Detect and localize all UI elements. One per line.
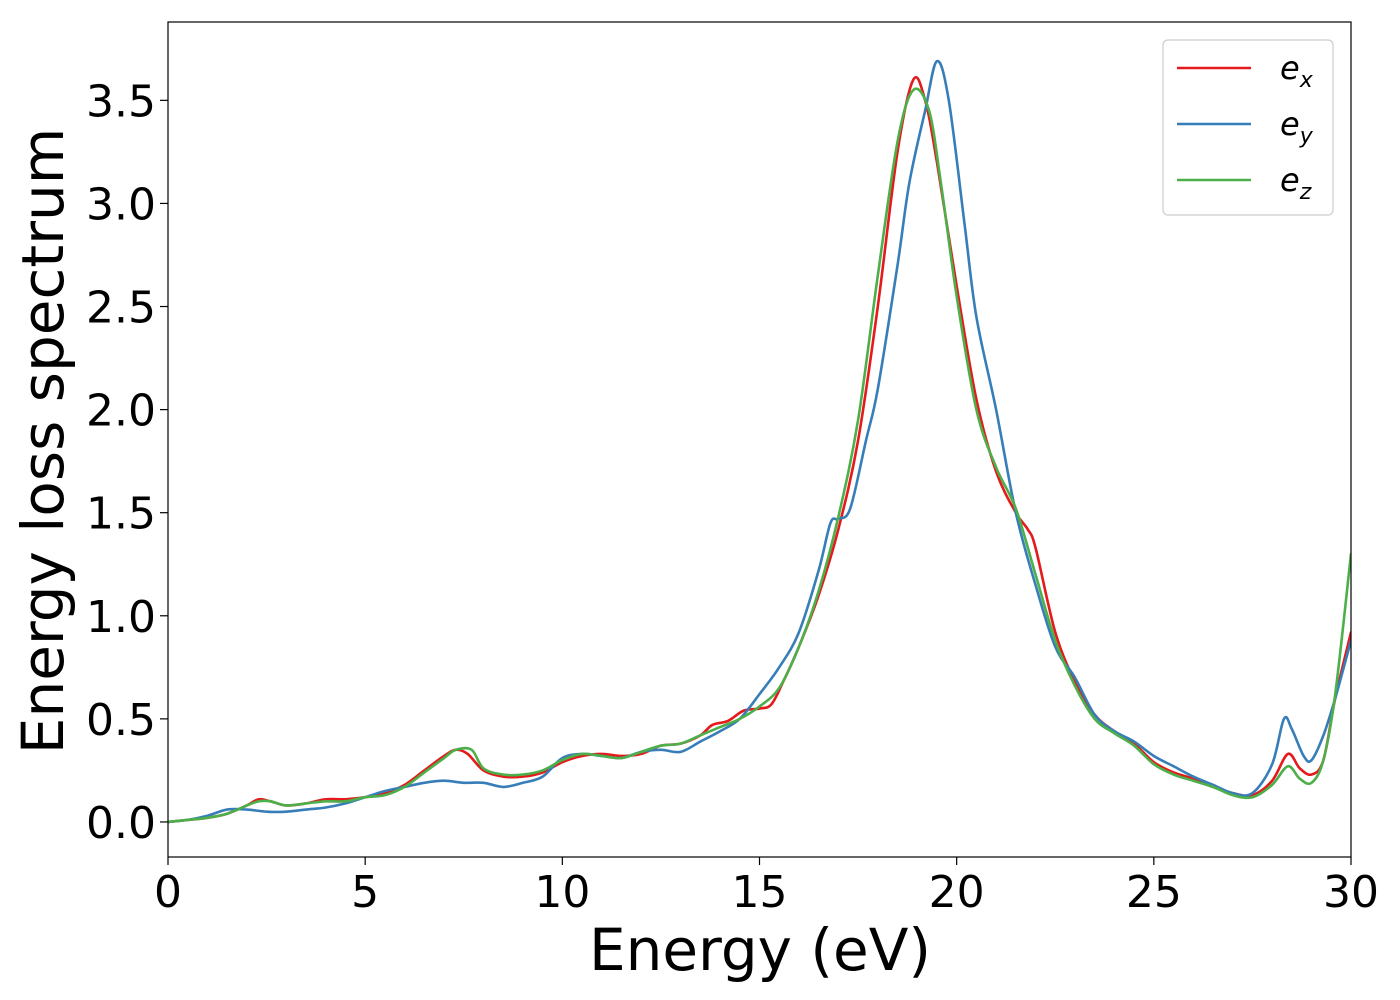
x-tick-label: 10	[534, 867, 590, 918]
x-tick-label: 15	[732, 867, 788, 918]
axes: 0 5 10 15 20 25 30 0.0 0.5 1.0 1.5 2.0 2.5 3.0 3.5	[86, 21, 1379, 918]
y-tick-label: 3.5	[86, 76, 156, 127]
legend: ex ey ez	[1162, 39, 1334, 216]
x-tick-label: 20	[929, 867, 985, 918]
legend-label-z: ez	[1280, 161, 1312, 205]
x-tick-label: 5	[351, 867, 379, 918]
y-tick-label: 0.5	[86, 695, 156, 746]
y-axis-label: Energy loss spectrum	[9, 128, 77, 754]
legend-box	[1162, 39, 1334, 216]
x-axis-label: Energy (eV)	[589, 916, 931, 984]
series-line-y	[168, 59, 1351, 824]
x-tick-label: 30	[1323, 867, 1379, 918]
y-tick-label: 0.0	[86, 798, 156, 849]
y-tick-label: 3.0	[86, 179, 156, 230]
x-tick-label: 25	[1126, 867, 1182, 918]
y-tick-label: 2.5	[86, 283, 156, 334]
x-tick-label: 0	[154, 867, 182, 918]
series-line-z	[168, 87, 1351, 824]
y-tick-label: 1.5	[86, 489, 156, 540]
legend-label-y: ey	[1280, 105, 1314, 149]
plot-area	[168, 59, 1351, 824]
y-tick-label: 1.0	[86, 592, 156, 643]
y-tick-label: 2.0	[86, 386, 156, 437]
legend-label-x: ex	[1280, 49, 1314, 93]
